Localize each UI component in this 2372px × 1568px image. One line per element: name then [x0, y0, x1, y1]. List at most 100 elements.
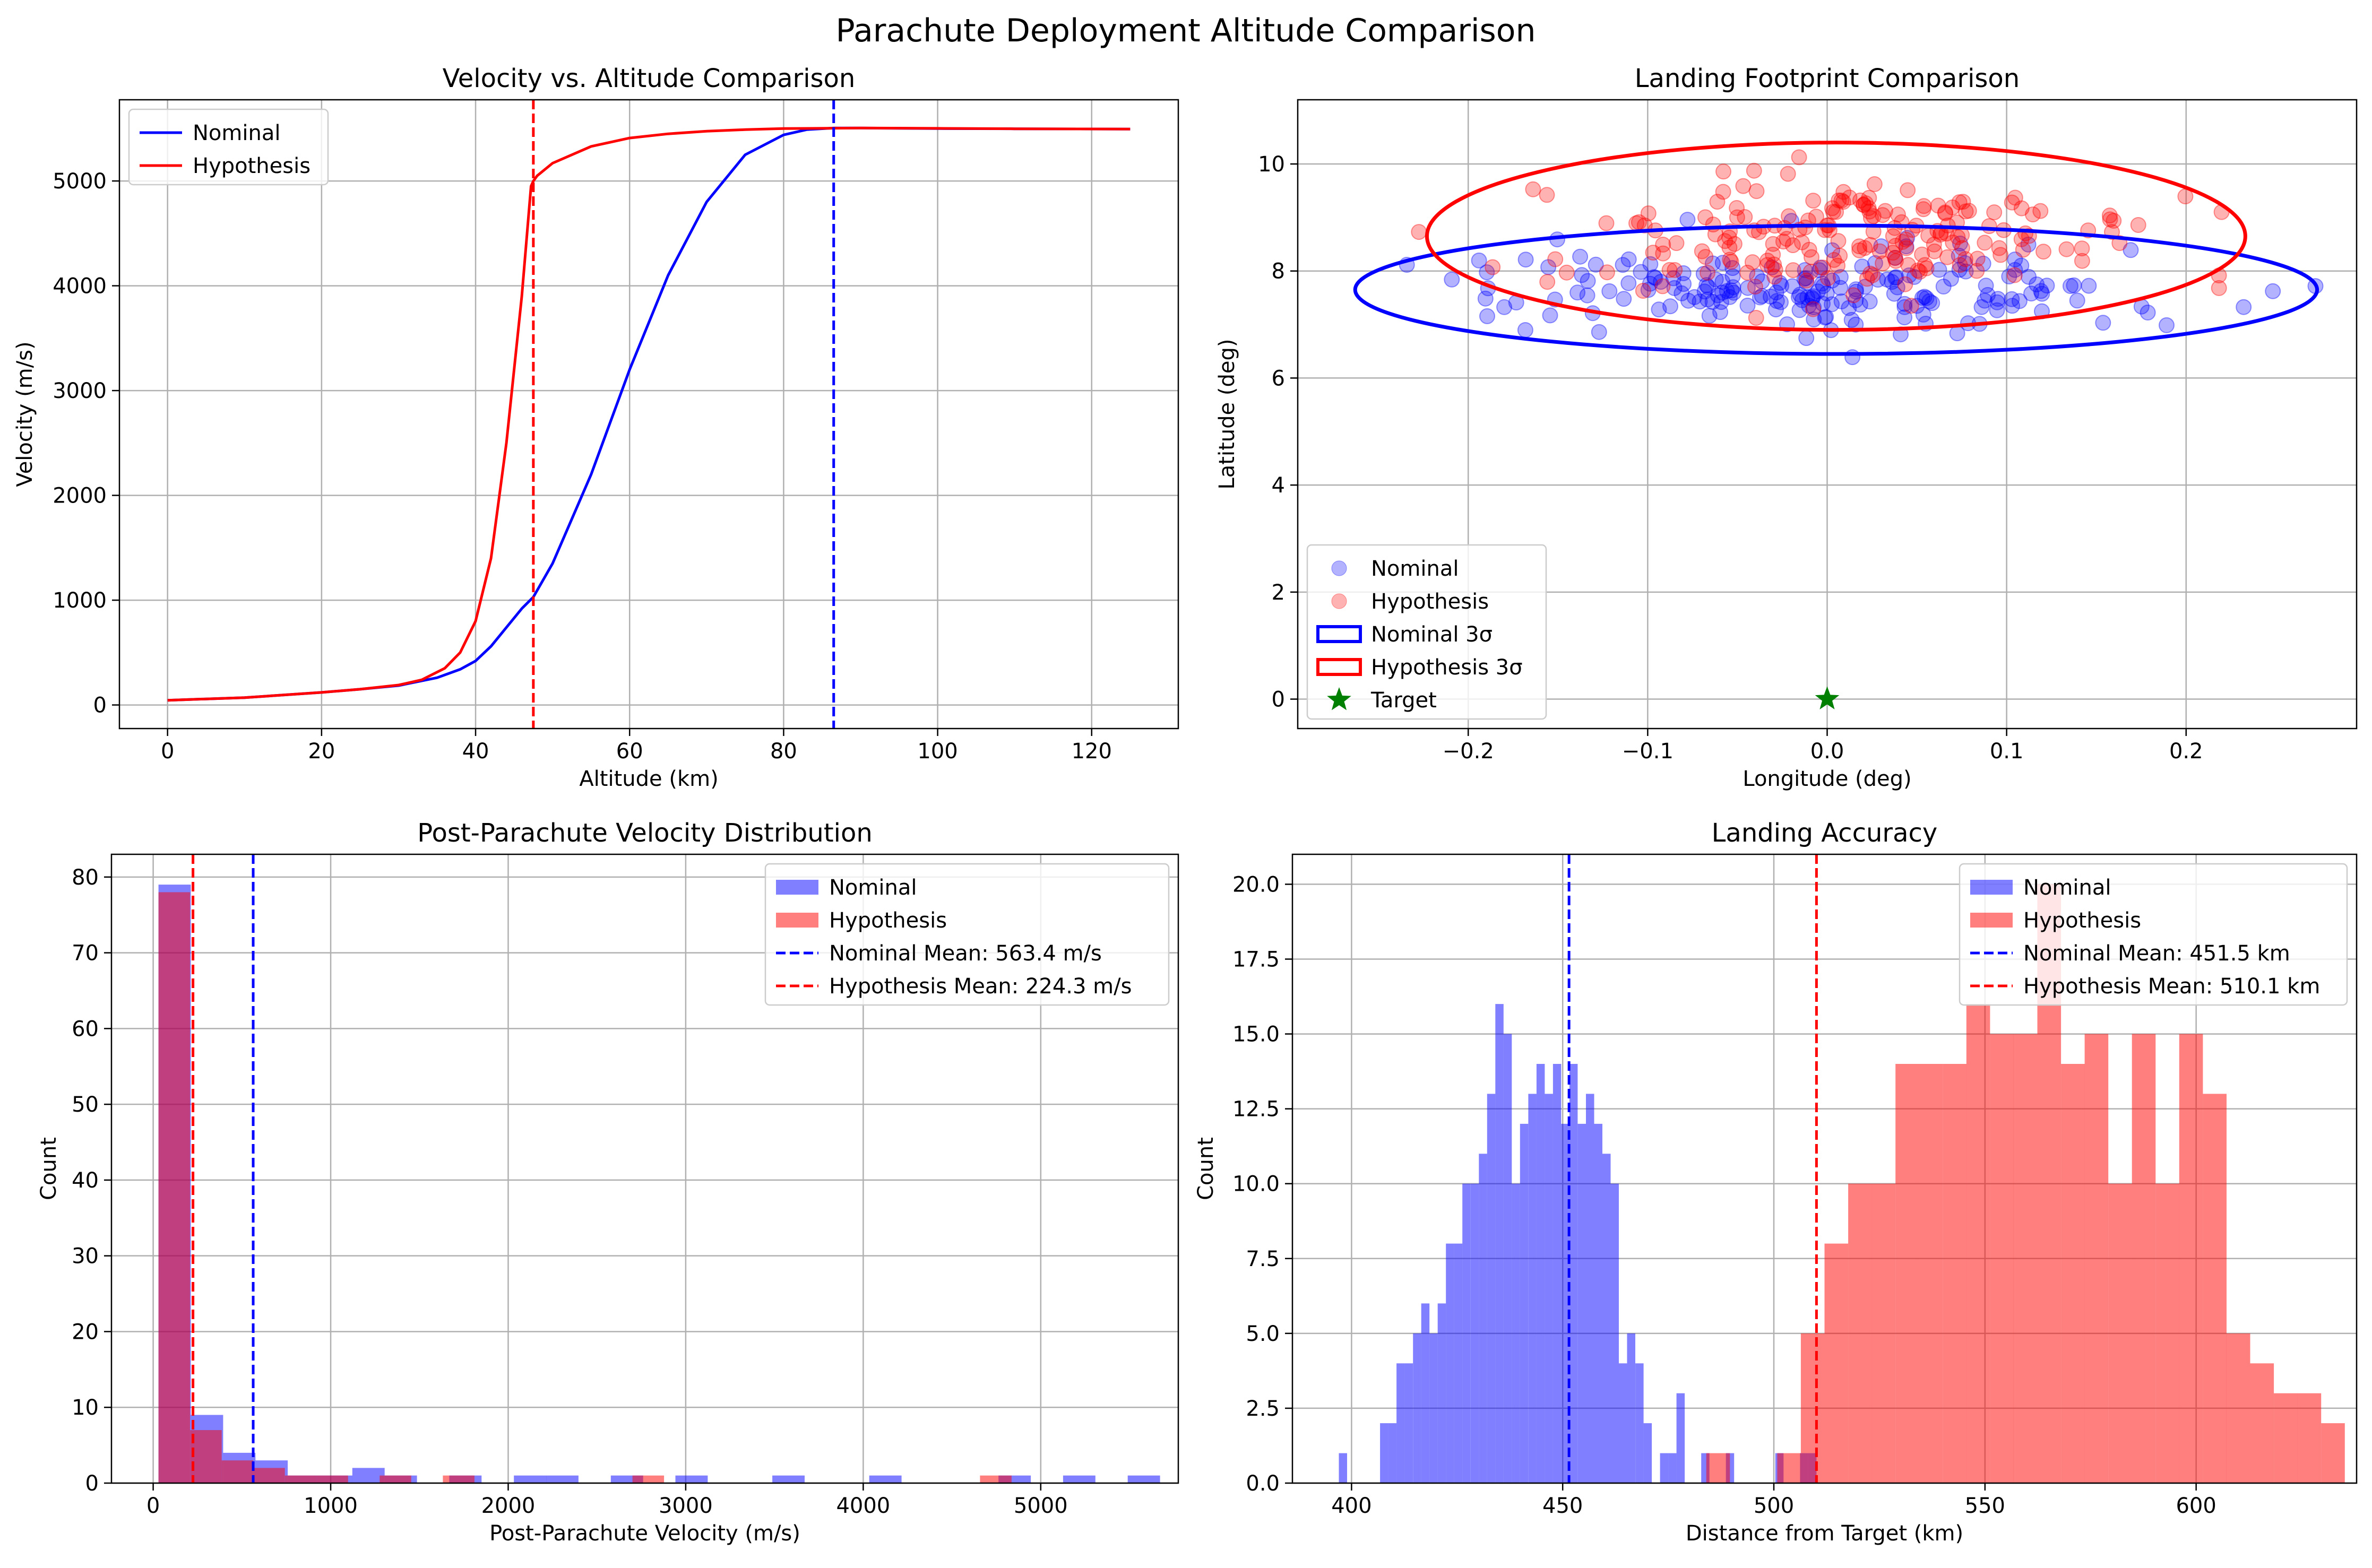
x-tick-label: 400 [1331, 1494, 1372, 1518]
scatter-point-hypothesis [1900, 182, 1916, 198]
scatter-point-nominal [1812, 259, 1828, 276]
scatter-point-nominal [2007, 252, 2023, 267]
histogram-bar-hypothesis [2084, 1034, 2109, 1483]
scatter-point-nominal [1768, 284, 1784, 301]
scatter-point-hypothesis [1955, 194, 1971, 210]
scatter-point-hypothesis [1765, 246, 1781, 263]
scatter-point-hypothesis [1885, 228, 1901, 245]
scatter-point-hypothesis [1954, 240, 1970, 256]
scatter-point-hypothesis [1780, 166, 1796, 182]
legend-label: Hypothesis [1371, 590, 1489, 614]
histogram-bar-nominal [1487, 1094, 1496, 1483]
scatter-point-nominal [2081, 278, 2097, 294]
scatter-point-nominal [1901, 267, 1917, 283]
scatter-point-hypothesis [1547, 251, 1564, 267]
scatter-point-hypothesis [1828, 204, 1844, 220]
legend-label: Hypothesis Mean: 224.3 m/s [829, 974, 1132, 999]
scatter-point-nominal [1854, 258, 1870, 275]
scatter-point-hypothesis [1835, 184, 1852, 200]
histogram-bar-nominal [1660, 1453, 1669, 1483]
histogram-bar-nominal [869, 1475, 902, 1483]
histogram-bar-hypothesis [2179, 1034, 2203, 1483]
x-tick-label: 0.0 [1810, 739, 1844, 764]
scatter-point-hypothesis [2013, 200, 2030, 216]
y-tick-label: 60 [72, 1017, 99, 1041]
histogram-bar-hypothesis [2321, 1423, 2345, 1483]
scatter-point-hypothesis [1635, 283, 1651, 299]
histogram-bar-nominal [675, 1475, 708, 1483]
scatter-point-nominal [1848, 292, 1864, 308]
scatter-point-nominal [1726, 284, 1742, 301]
histogram-bar-nominal [1635, 1363, 1644, 1483]
scatter-point-nominal [1898, 238, 1914, 255]
scatter-point-nominal [1724, 268, 1741, 284]
scatter-point-nominal [1790, 289, 1807, 305]
scatter-point-hypothesis [1939, 249, 1955, 265]
scatter-point-hypothesis [1748, 310, 1764, 326]
scatter-point-nominal [1674, 285, 1690, 301]
axes: −0.2 −0.1 0.0 0.1 0.2 0 2 4 6 8 10 [1258, 99, 2358, 764]
histogram-bar-hypothesis [2155, 1183, 2179, 1483]
legend-item: Nominal [140, 121, 280, 145]
scatter-point-hypothesis [1599, 264, 1615, 281]
scatter-point-hypothesis [1863, 210, 1879, 226]
scatter-point-hypothesis [1831, 192, 1847, 209]
scatter-point-nominal [2007, 262, 2023, 278]
scatter-point-nominal [1723, 282, 1740, 299]
scatter-point-hypothesis [1697, 249, 1714, 265]
histogram-bar-hypothesis [1848, 1183, 1872, 1483]
legend-label: Hypothesis [193, 154, 310, 178]
y-tick-label: 5000 [53, 169, 107, 194]
scatter-point-hypothesis [1721, 229, 1737, 246]
scatter-point-nominal [1707, 271, 1724, 288]
scatter-point-hypothesis [1723, 254, 1739, 270]
y-tick-label: 3000 [53, 379, 107, 403]
scatter-point-hypothesis [2025, 206, 2041, 223]
scatter-point-hypothesis [1862, 265, 1878, 282]
histogram-bar-nominal [1479, 1154, 1487, 1483]
histogram-bar-hypothesis [2250, 1363, 2274, 1483]
legend-item: Nominal Mean: 451.5 km [1970, 941, 2290, 966]
x-axis-label: Longitude (deg) [1743, 767, 1911, 791]
scatter-point-hypothesis [2106, 213, 2122, 229]
scatter-point-nominal [2021, 268, 2037, 285]
scatter-point-nominal [1444, 271, 1460, 288]
scatter-point-nominal [1989, 294, 2005, 310]
histogram-bar-nominal [546, 1475, 579, 1483]
scatter-point-hypothesis [1862, 237, 1878, 253]
scatter-point-hypothesis [1937, 205, 1953, 222]
scatter-point-nominal [1686, 289, 1703, 305]
histogram-bar-hypothesis [1966, 1004, 1990, 1483]
histogram-bar-nominal [1619, 1363, 1627, 1483]
histogram-bar-hypothesis [158, 892, 191, 1483]
scatter-point-nominal [1713, 294, 1729, 310]
x-tick-label: −0.1 [1622, 739, 1674, 764]
scatter-point-hypothesis [1819, 270, 1836, 287]
legend-item: Hypothesis [1331, 590, 1489, 614]
axes: 400 450 500 550 600 0.0 2.5 5.0 7.5 10.0 12.5 15.0 1… [1232, 853, 2358, 1518]
scatter-point-nominal [2236, 299, 2252, 315]
scatter-point-hypothesis [1991, 240, 2007, 256]
axes-frame [1291, 853, 2358, 1484]
scatter-point-hypothesis [2074, 253, 2090, 269]
legend-box [764, 863, 1170, 1006]
y-tick-label: 2000 [53, 484, 107, 508]
scatter-point-nominal [1479, 308, 1495, 324]
scatter-point-nominal [1818, 309, 1834, 325]
scatter-point-nominal [1696, 283, 1713, 300]
histogram-bar-nominal [1528, 1094, 1537, 1483]
histogram-bar-nominal [1429, 1333, 1438, 1483]
histogram-bar-hypothesis [221, 1460, 254, 1483]
scatter-point-hypothesis [1856, 196, 1872, 213]
y-tick-label: 0 [93, 694, 107, 718]
scatter-point-nominal [1588, 256, 1604, 273]
scatter-point-hypothesis [1721, 239, 1738, 256]
axes-frame [110, 853, 1179, 1484]
scatter-point-hypothesis [1655, 237, 1671, 253]
scatter-point-hypothesis [1852, 192, 1868, 209]
scatter-point-hypothesis [1715, 184, 1731, 200]
legend: Nominal Hypothesis Nominal 3σ Hypothesis 3σ… [1306, 544, 1547, 720]
scatter-point-nominal [1698, 277, 1715, 293]
scatter-point-hypothesis [1865, 208, 1882, 224]
scatter-point-hypothesis [1861, 189, 1877, 206]
